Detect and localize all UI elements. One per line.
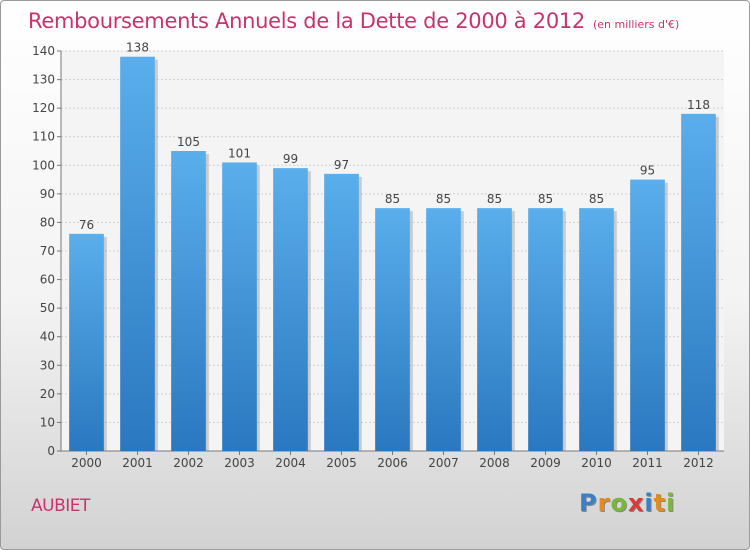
bar bbox=[579, 208, 614, 451]
bar-value-label: 85 bbox=[538, 192, 553, 206]
x-tick-label: 2001 bbox=[122, 456, 153, 470]
bar-value-label: 85 bbox=[436, 192, 451, 206]
chart-title-text: Remboursements Annuels de la Dette de 20… bbox=[28, 9, 585, 33]
y-tick-label: 70 bbox=[40, 244, 55, 258]
y-tick-label: 50 bbox=[40, 301, 55, 315]
x-tick-label: 2000 bbox=[71, 456, 102, 470]
bar-value-label: 85 bbox=[385, 192, 400, 206]
bar bbox=[222, 162, 257, 451]
town-name: AUBIET bbox=[31, 496, 90, 516]
x-tick-label: 2002 bbox=[173, 456, 204, 470]
x-tick-label: 2010 bbox=[581, 456, 612, 470]
y-tick-label: 40 bbox=[40, 330, 55, 344]
y-tick-label: 0 bbox=[47, 444, 55, 458]
y-tick-label: 80 bbox=[40, 215, 55, 229]
bar-value-label: 99 bbox=[283, 152, 298, 166]
x-tick-label: 2011 bbox=[632, 456, 663, 470]
bar-value-label: 118 bbox=[687, 98, 710, 112]
x-tick-label: 2007 bbox=[428, 456, 459, 470]
bar bbox=[375, 208, 410, 451]
bar-value-label: 105 bbox=[177, 135, 200, 149]
x-tick-label: 2008 bbox=[479, 456, 510, 470]
bar bbox=[681, 113, 716, 451]
y-tick-label: 60 bbox=[40, 273, 55, 287]
bar-value-label: 85 bbox=[487, 192, 502, 206]
bar bbox=[273, 168, 308, 451]
bar bbox=[171, 151, 206, 451]
bar bbox=[120, 56, 155, 451]
x-tick-label: 2003 bbox=[224, 456, 255, 470]
bar bbox=[477, 208, 512, 451]
x-tick-label: 2006 bbox=[377, 456, 408, 470]
bar bbox=[528, 208, 563, 451]
bar bbox=[324, 173, 359, 451]
y-tick-label: 90 bbox=[40, 187, 55, 201]
bar bbox=[426, 208, 461, 451]
bar-value-label: 76 bbox=[79, 218, 94, 232]
y-tick-label: 130 bbox=[32, 73, 55, 87]
bar-value-label: 97 bbox=[334, 158, 349, 172]
y-tick-label: 140 bbox=[32, 44, 55, 58]
bar-value-label: 101 bbox=[228, 146, 251, 160]
y-tick-label: 20 bbox=[40, 387, 55, 401]
x-tick-label: 2009 bbox=[530, 456, 561, 470]
y-tick-label: 30 bbox=[40, 358, 55, 372]
bar-value-label: 85 bbox=[589, 192, 604, 206]
proxiti-logo: Proxiti bbox=[579, 489, 676, 517]
y-tick-label: 10 bbox=[40, 415, 55, 429]
bar-value-label: 95 bbox=[640, 164, 655, 178]
chart-unit: (en milliers d'€) bbox=[593, 18, 680, 31]
y-tick-label: 100 bbox=[32, 158, 55, 172]
x-tick-label: 2005 bbox=[326, 456, 357, 470]
bar-value-label: 138 bbox=[126, 41, 149, 55]
y-tick-label: 110 bbox=[32, 130, 55, 144]
x-tick-label: 2012 bbox=[683, 456, 714, 470]
chart-title: Remboursements Annuels de la Dette de 20… bbox=[28, 9, 679, 33]
bar bbox=[69, 233, 104, 451]
y-tick-label: 120 bbox=[32, 101, 55, 115]
bar bbox=[630, 179, 665, 452]
x-tick-label: 2004 bbox=[275, 456, 306, 470]
